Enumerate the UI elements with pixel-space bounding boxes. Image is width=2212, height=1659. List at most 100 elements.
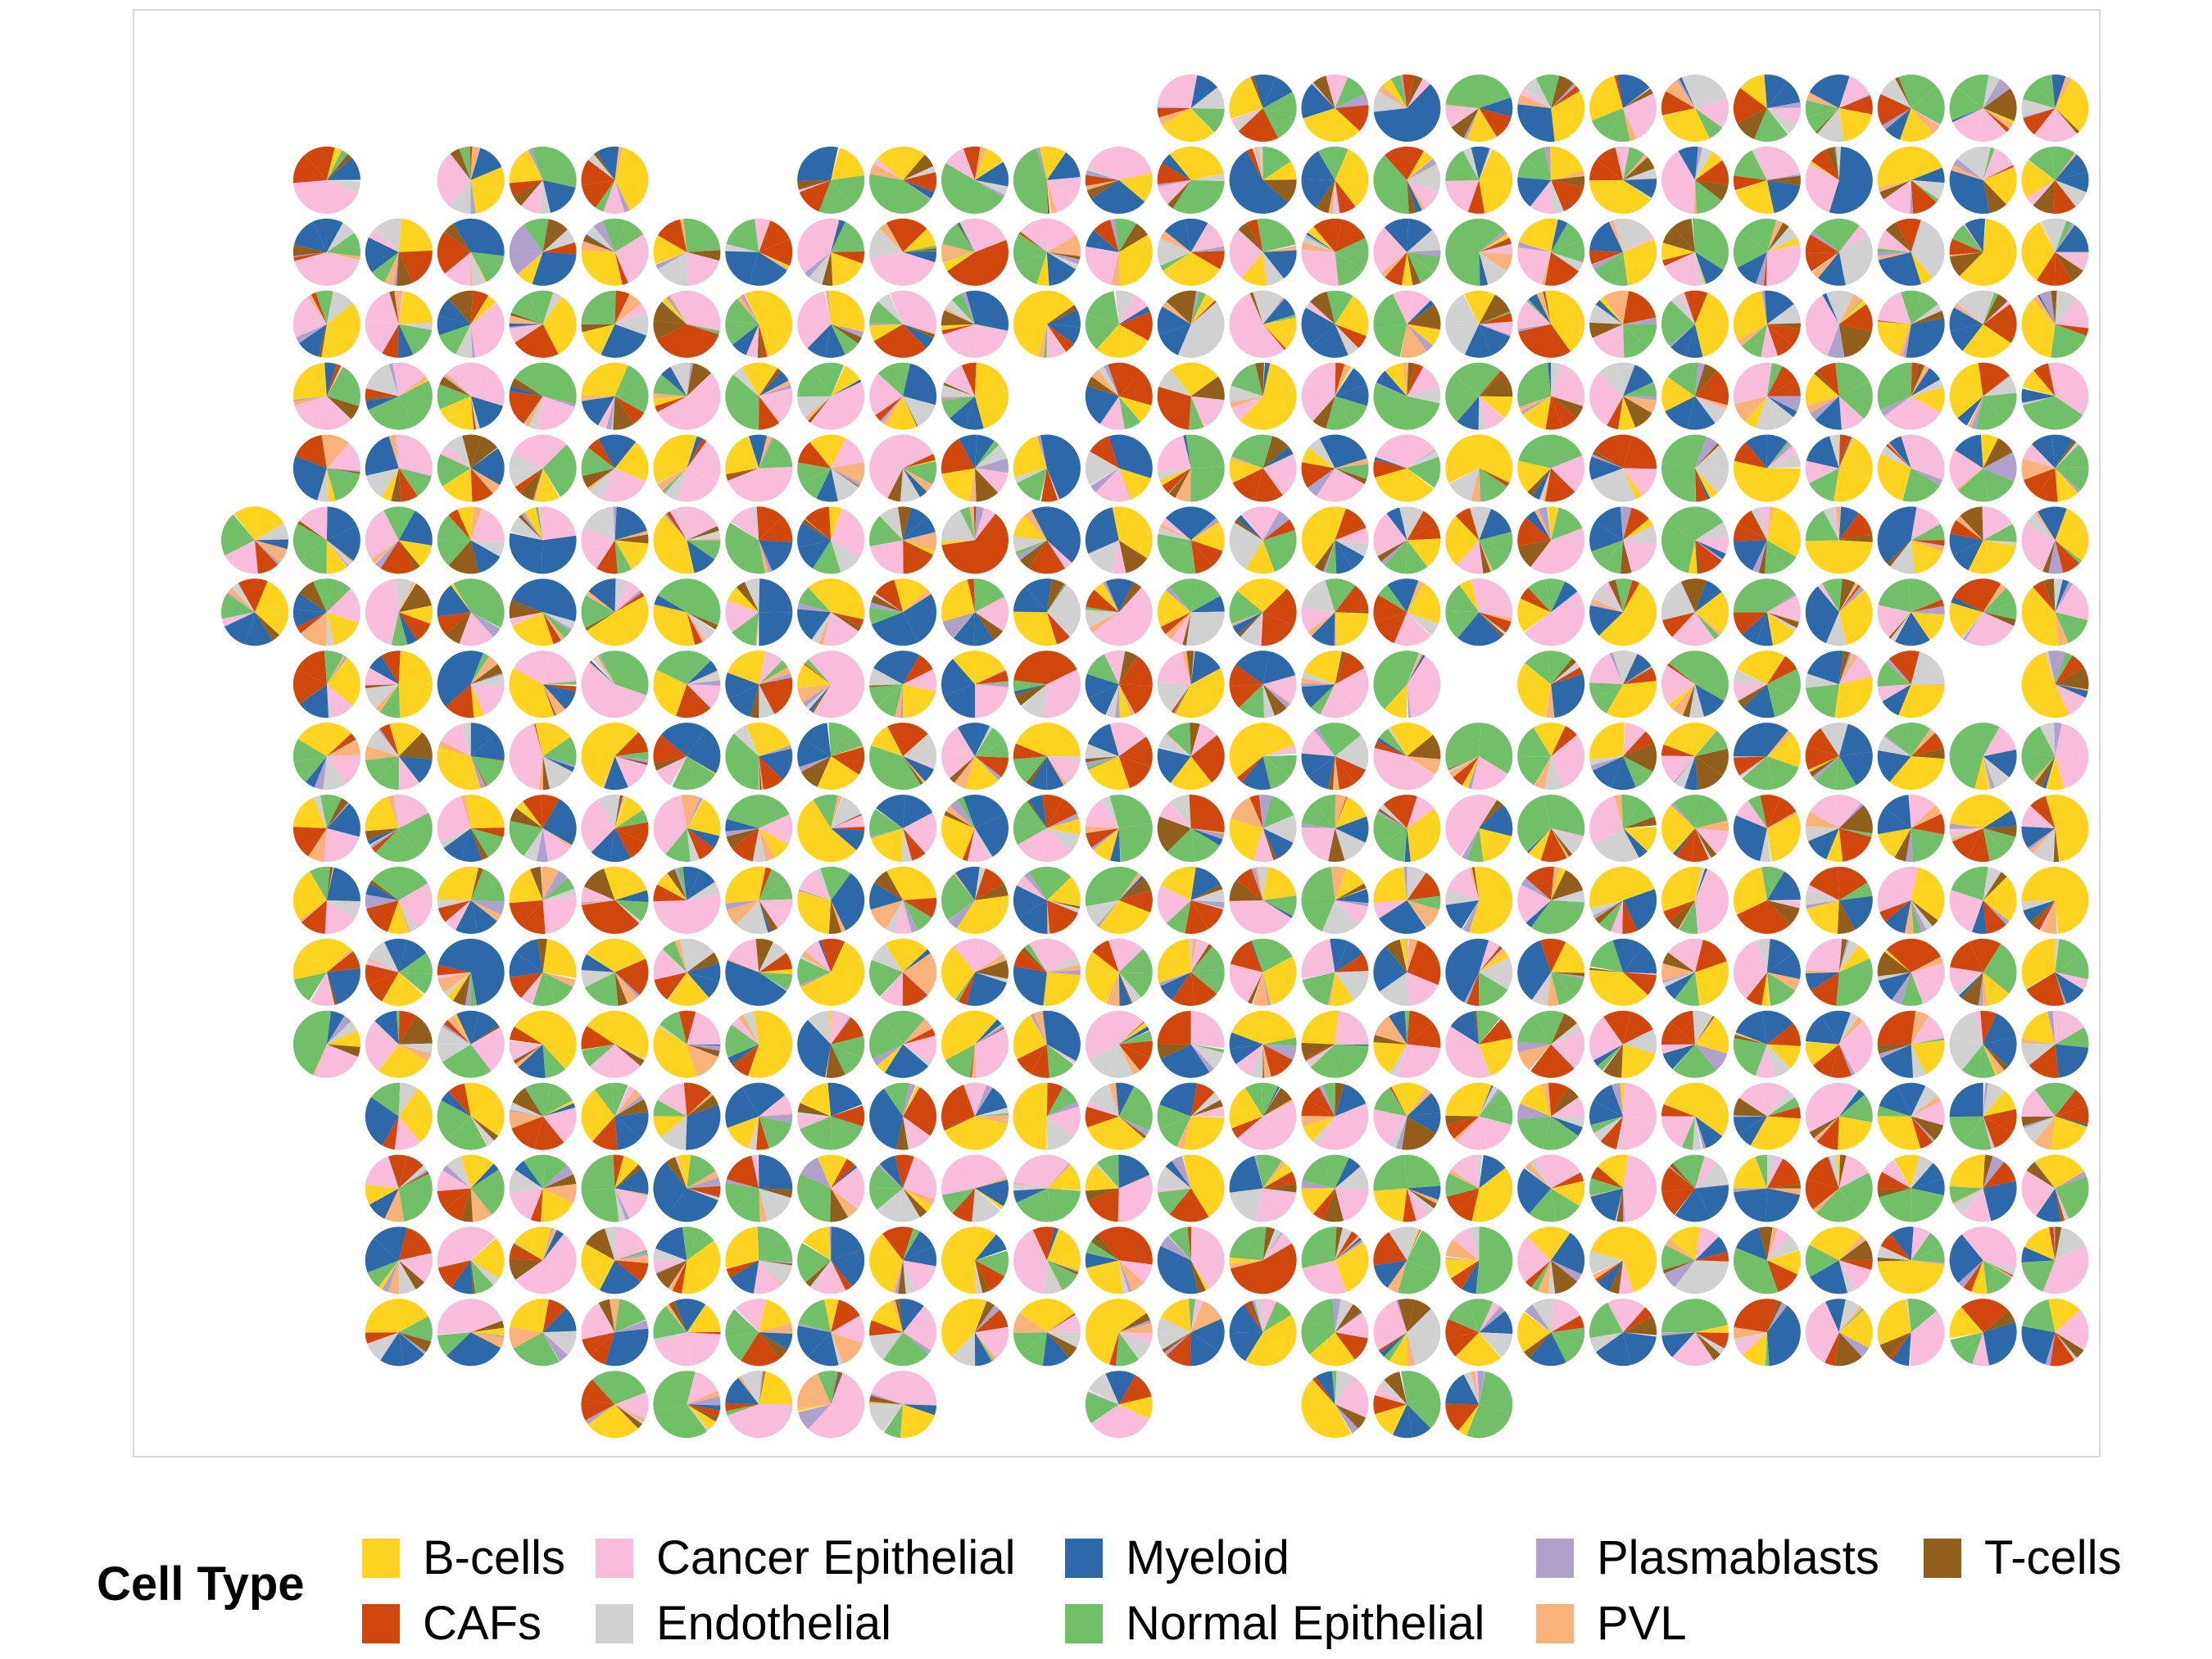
pie-slice-cancer-epithelial — [1877, 229, 1911, 252]
pie-slice-b-cells — [1834, 684, 1865, 718]
pie-slice-normal-epithelial — [1766, 363, 1783, 397]
spot-pie — [1157, 866, 1225, 934]
pie-slice-myeloid — [1377, 737, 1407, 757]
pie-slice-b-cells — [831, 252, 863, 279]
spot-pie — [1229, 650, 1297, 718]
pie-slice-normal-epithelial — [869, 809, 904, 837]
pie-slice-b-cells — [1737, 650, 1786, 685]
pie-slice-b-cells — [1911, 612, 1945, 641]
pie-slice-myeloid — [958, 222, 975, 252]
spot-pie — [1085, 1299, 1153, 1367]
pie-slice-endothelial — [1544, 756, 1564, 791]
pie-slice-t-cells — [1407, 304, 1441, 329]
pie-slice-normal-epithelial — [1335, 464, 1369, 479]
pie-slice-plasmablasts — [369, 828, 399, 849]
spot-pie — [1661, 794, 1729, 862]
pie-slice-endothelial — [614, 578, 628, 613]
pie-slice-myeloid — [365, 237, 399, 273]
spot-pie — [292, 794, 360, 863]
spot-pie — [941, 794, 1009, 863]
spot-pie — [1949, 506, 2017, 574]
spot-pie — [509, 650, 577, 718]
pie-slice-cancer-epithelial — [1044, 684, 1075, 718]
pie-slice-b-cells — [653, 235, 687, 265]
pie-slice-pvl — [1471, 468, 1480, 502]
spot-pie — [797, 506, 865, 574]
pie-slice-b-cells — [292, 942, 327, 980]
pie-slice-pvl — [975, 147, 986, 180]
spot-pie — [365, 938, 433, 1006]
spot-pie — [941, 938, 1009, 1006]
pie-slice-pvl — [255, 540, 288, 563]
spot-pie — [725, 1371, 793, 1439]
pie-slice-cafs — [1896, 218, 1921, 252]
pie-slice-plasmablasts — [1838, 437, 1853, 469]
pie-slice-cancer-epithelial — [614, 581, 641, 613]
spot-pie-chart — [221, 74, 2089, 1439]
pie-slice-normal-epithelial — [869, 174, 931, 214]
pie-slice-t-cells — [687, 250, 721, 261]
pie-slice-cafs — [1118, 737, 1153, 767]
spot-pie — [797, 1154, 865, 1222]
pie-slice-endothelial — [1046, 252, 1079, 270]
spot-pie — [1805, 1154, 1873, 1222]
pie-slice-myeloid — [1884, 795, 1911, 828]
pie-slice-normal-epithelial — [1518, 434, 1583, 469]
pie-slice-t-cells — [514, 179, 543, 206]
pie-slice-b-cells — [1335, 149, 1369, 207]
spot-pie — [1805, 723, 1873, 791]
pie-slice-normal-epithelial — [1695, 730, 1728, 757]
pie-slice-cancer-epithelial — [299, 506, 328, 541]
pie-slice-endothelial — [1836, 146, 1842, 180]
pie-slice-b-cells — [1745, 396, 1767, 428]
pie-slice-cafs — [470, 827, 505, 837]
pie-slice-plasmablasts — [613, 506, 617, 541]
pie-slice-pvl — [1878, 179, 1911, 193]
pie-slice-normal-epithelial — [1335, 396, 1367, 426]
pie-slice-myeloid — [292, 456, 327, 501]
pie-slice-t-cells — [1608, 579, 1624, 613]
pie-slice-plasmablasts — [975, 756, 1002, 781]
pie-slice-pvl — [1254, 147, 1263, 180]
pie-slice-b-cells — [1838, 437, 1873, 478]
spot-pie — [1517, 578, 1585, 646]
spot-pie — [797, 938, 865, 1006]
pie-slice-cafs — [326, 364, 342, 397]
pie-slice-plasmablasts — [802, 684, 832, 707]
pie-slice-myeloid — [470, 900, 497, 933]
pie-slice-myeloid — [1319, 434, 1367, 469]
spot-pie — [725, 290, 793, 358]
pie-slice-normal-epithelial — [470, 828, 504, 858]
pie-slice-plasmablasts — [470, 756, 487, 789]
pie-slice-normal-epithelial — [1086, 291, 1119, 324]
spot-pie — [1517, 1010, 1585, 1078]
pie-slice-myeloid — [725, 672, 759, 700]
pie-slice-cafs — [759, 238, 793, 266]
pie-slice-cafs — [759, 756, 783, 790]
pie-slice-cancer-epithelial — [581, 663, 615, 714]
spot-pie — [1229, 1154, 1297, 1222]
pie-slice-endothelial — [975, 445, 1008, 469]
spot-pie — [653, 578, 721, 646]
spot-pie — [365, 795, 433, 862]
spot-pie — [725, 1010, 793, 1078]
pie-slice-cancer-epithelial — [1262, 675, 1297, 703]
pie-slice-t-cells — [687, 363, 712, 397]
pie-slice-cafs — [1185, 900, 1209, 934]
pie-slice-endothelial — [509, 468, 543, 487]
pie-slice-myeloid — [1949, 307, 1983, 331]
pie-slice-plasmablasts — [470, 324, 476, 358]
pie-slice-endothelial — [326, 612, 334, 646]
pie-slice-normal-epithelial — [1906, 723, 1931, 757]
pie-slice-plasmablasts — [2055, 223, 2075, 252]
pie-slice-cancer-epithelial — [1949, 890, 1983, 916]
pie-slice-t-cells — [542, 219, 568, 252]
pie-slice-plasmablasts — [1046, 813, 1080, 828]
pie-slice-normal-epithelial — [1301, 895, 1335, 931]
pie-slice-normal-epithelial — [1661, 521, 1695, 573]
pie-slice-t-cells — [462, 434, 482, 469]
pie-slice-cafs — [292, 154, 327, 184]
pie-slice-normal-epithelial — [1517, 362, 1552, 407]
pie-slice-b-cells — [593, 252, 623, 286]
pie-slice-plasmablasts — [975, 506, 985, 541]
